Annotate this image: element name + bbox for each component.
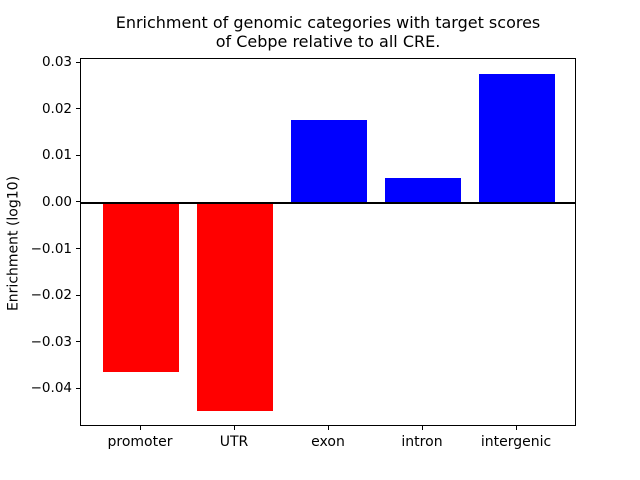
y-tick-label: −0.04	[30, 380, 72, 397]
bar-UTR	[197, 202, 273, 411]
x-tick-label-intergenic: intergenic	[480, 434, 552, 450]
zero-axis-line	[81, 201, 575, 204]
x-tick-label-UTR: UTR	[219, 434, 249, 450]
chart-title: Enrichment of genomic categories with ta…	[0, 13, 640, 51]
y-tick-label: 0.00	[41, 193, 72, 210]
x-tick	[233, 426, 235, 430]
y-tick-label: 0.03	[41, 54, 72, 71]
x-tick-label-intron: intron	[401, 434, 443, 450]
y-tick	[76, 108, 80, 110]
bar-promoter	[103, 202, 179, 372]
x-tick	[421, 426, 423, 430]
x-tick	[327, 426, 329, 430]
plot-area	[80, 58, 576, 426]
y-tick-label: 0.01	[41, 147, 72, 164]
y-tick	[76, 201, 80, 203]
chart-title-line-2: of Cebpe relative to all CRE.	[215, 32, 441, 51]
y-tick-label: 0.02	[41, 100, 72, 117]
y-tick	[76, 248, 80, 250]
x-tick	[515, 426, 517, 430]
bar-exon	[291, 119, 367, 203]
y-tick-label: −0.03	[30, 333, 72, 350]
y-tick-label: −0.01	[30, 240, 72, 257]
y-tick	[76, 61, 80, 63]
bar-intergenic	[479, 73, 555, 203]
y-tick	[76, 294, 80, 296]
y-tick	[76, 154, 80, 156]
x-tick-label-exon: exon	[311, 434, 345, 450]
bar-intron	[385, 177, 461, 203]
y-tick	[76, 341, 80, 343]
x-tick	[139, 426, 141, 430]
y-tick-label: −0.02	[30, 287, 72, 304]
y-tick	[76, 387, 80, 389]
chart-title-line-1: Enrichment of genomic categories with ta…	[115, 13, 541, 32]
x-tick-label-promoter: promoter	[107, 434, 173, 450]
